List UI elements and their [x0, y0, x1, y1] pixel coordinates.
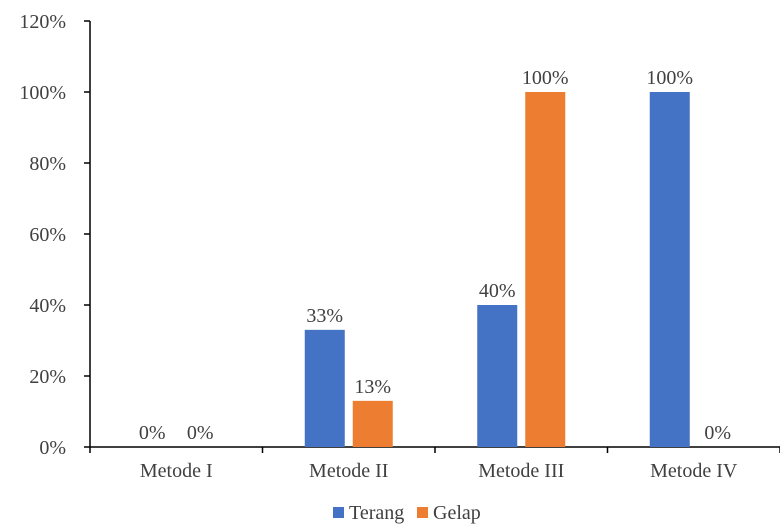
y-tick-label: 20%	[29, 366, 66, 388]
data-label: 0%	[139, 422, 166, 444]
x-tick-label: Metode II	[309, 460, 388, 482]
legend-label: Gelap	[433, 502, 481, 524]
data-label: 100%	[646, 67, 693, 89]
legend: Terang Gelap	[333, 502, 481, 524]
data-label: 100%	[522, 67, 569, 89]
bar-gelap	[352, 400, 393, 447]
data-label: 33%	[306, 305, 343, 327]
bars	[304, 92, 690, 447]
x-tick-label: Metode I	[140, 460, 213, 482]
legend-item-terang: Terang	[333, 502, 404, 524]
y-tick-label: 120%	[19, 11, 66, 33]
legend-swatch	[333, 507, 344, 518]
y-tick-label: 60%	[29, 224, 66, 246]
x-tick-label: Metode IV	[650, 460, 738, 482]
y-tick-label: 0%	[39, 437, 66, 459]
data-label: 13%	[354, 376, 391, 398]
legend-label: Terang	[349, 502, 404, 524]
bar-terang	[649, 92, 690, 447]
y-axis: 0% 20% 40% 60% 80% 100% 120%	[19, 11, 91, 459]
y-tick-label: 80%	[29, 153, 66, 175]
legend-swatch	[417, 507, 428, 518]
data-label: 0%	[704, 422, 731, 444]
data-label: 40%	[479, 280, 516, 302]
bar-terang	[304, 329, 345, 447]
y-tick-label: 100%	[19, 82, 66, 104]
x-axis: Metode I Metode II Metode III Metode IV	[89, 446, 780, 482]
data-labels: 0% 33% 40% 100% 0% 13% 100% 0%	[139, 67, 731, 444]
bar-terang	[477, 305, 518, 447]
bar-gelap	[525, 92, 566, 447]
legend-item-gelap: Gelap	[417, 502, 481, 524]
data-label: 0%	[187, 422, 214, 444]
y-tick-label: 40%	[29, 295, 66, 317]
x-tick-label: Metode III	[478, 460, 564, 482]
